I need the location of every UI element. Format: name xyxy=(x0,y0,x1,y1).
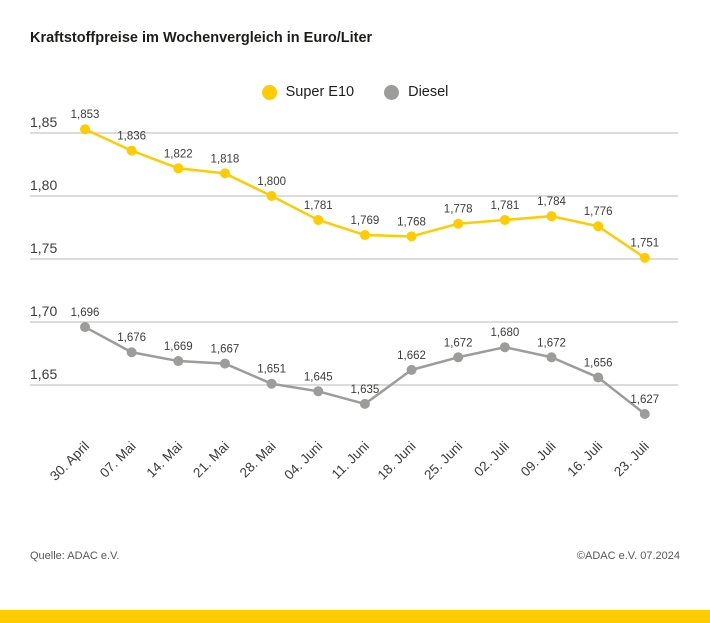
super-e10-data-point xyxy=(126,145,137,156)
x-axis-tick-label: 11. Juni xyxy=(329,439,372,482)
y-axis-tick-label: 1,70 xyxy=(30,303,57,319)
y-axis-tick-label: 1,75 xyxy=(30,240,57,256)
y-axis-tick-label: 1,80 xyxy=(30,177,57,193)
super-e10-data-label: 1,781 xyxy=(490,200,519,212)
diesel-data-label: 1,680 xyxy=(490,327,519,339)
super-e10-data-label: 1,778 xyxy=(444,204,473,216)
copyright-note: ©ADAC e.V. 07.2024 xyxy=(576,550,680,562)
diesel-data-label: 1,635 xyxy=(351,384,380,396)
legend-item-super-e10: Super E10 xyxy=(261,84,355,100)
super-e10-data-label: 1,853 xyxy=(71,109,100,121)
chart-legend: Super E10 Diesel xyxy=(0,84,710,100)
super-e10-data-label: 1,769 xyxy=(351,215,380,227)
x-axis-tick-label: 25. Juni xyxy=(421,439,465,483)
diesel-data-point xyxy=(593,372,604,383)
super-e10-data-label: 1,836 xyxy=(117,131,146,143)
x-axis-tick-label: 02. Juli xyxy=(471,439,512,480)
x-axis-tick-label: 28. Mai xyxy=(237,439,279,481)
super-e10-data-point xyxy=(639,252,650,263)
diesel-data-point xyxy=(80,322,90,333)
diesel-data-point xyxy=(359,398,370,409)
diesel-data-label: 1,651 xyxy=(257,364,286,376)
page-title: Kraftstoffpreise im Wochenvergleich in E… xyxy=(30,30,373,46)
diesel-data-label: 1,667 xyxy=(211,344,240,356)
x-axis-tick-label: 14. Mai xyxy=(144,439,186,481)
super-e10-data-label: 1,781 xyxy=(304,200,333,212)
diesel-data-label: 1,662 xyxy=(397,350,426,362)
diesel-data-label: 1,672 xyxy=(444,337,473,349)
super-e10-data-point xyxy=(406,231,417,242)
diesel-data-point xyxy=(219,358,230,369)
y-axis-tick-label: 1,85 xyxy=(30,114,57,130)
legend-label-super-e10: Super E10 xyxy=(285,84,355,100)
diesel-dot-icon xyxy=(384,84,400,100)
diesel-data-label: 1,656 xyxy=(584,357,613,369)
super-e10-data-label: 1,768 xyxy=(397,216,426,228)
source-note: Quelle: ADAC e.V. xyxy=(30,550,120,562)
x-axis-tick-label: 21. Mai xyxy=(190,439,232,481)
diesel-data-label: 1,645 xyxy=(304,371,333,383)
super-e10-data-point xyxy=(359,230,370,241)
super-e10-dot-icon xyxy=(261,84,277,100)
super-e10-data-point xyxy=(80,124,90,135)
diesel-data-point xyxy=(546,352,557,363)
super-e10-data-point xyxy=(219,168,230,179)
brand-color-bar xyxy=(0,610,710,623)
diesel-data-label: 1,669 xyxy=(164,341,193,353)
x-axis-tick-label: 23. Juli xyxy=(611,439,652,480)
super-e10-data-point xyxy=(313,214,324,225)
super-e10-data-point xyxy=(593,221,604,232)
legend-label-diesel: Diesel xyxy=(408,84,449,100)
x-axis-tick-label: 07. Mai xyxy=(97,439,139,481)
super-e10-data-label: 1,800 xyxy=(257,176,286,188)
super-e10-data-point xyxy=(453,218,464,229)
legend-item-diesel: Diesel xyxy=(384,84,448,100)
diesel-data-point xyxy=(126,347,137,358)
x-axis-tick-label: 16. Juli xyxy=(564,439,605,480)
x-axis-tick-label: 30. April xyxy=(47,439,92,484)
diesel-data-point xyxy=(453,352,464,363)
diesel-data-label: 1,672 xyxy=(537,337,566,349)
x-axis-tick-label: 04. Juni xyxy=(281,439,325,483)
super-e10-data-label: 1,776 xyxy=(584,206,613,218)
diesel-data-point xyxy=(173,356,184,367)
super-e10-data-label: 1,784 xyxy=(537,196,566,208)
super-e10-data-label: 1,822 xyxy=(164,148,193,160)
diesel-data-label: 1,696 xyxy=(71,307,100,319)
super-e10-data-label: 1,751 xyxy=(630,238,659,250)
y-axis-tick-label: 1,65 xyxy=(30,366,57,382)
super-e10-data-point xyxy=(266,191,277,201)
diesel-data-point xyxy=(406,364,417,375)
diesel-data-point xyxy=(499,342,510,353)
super-e10-data-point xyxy=(173,163,184,174)
diesel-data-label: 1,627 xyxy=(630,394,659,406)
diesel-data-point xyxy=(313,386,324,397)
diesel-data-point xyxy=(639,408,650,419)
diesel-data-label: 1,676 xyxy=(117,332,146,344)
super-e10-data-label: 1,818 xyxy=(211,153,240,165)
super-e10-data-point xyxy=(546,211,557,222)
x-axis-tick-label: 18. Juni xyxy=(375,439,419,483)
diesel-data-point xyxy=(266,378,277,389)
super-e10-data-point xyxy=(499,214,510,225)
x-axis-tick-label: 09. Juli xyxy=(518,439,559,480)
